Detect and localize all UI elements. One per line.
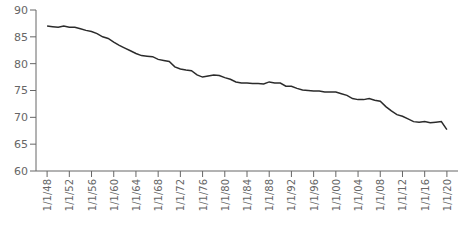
svg-text:60: 60	[14, 165, 28, 178]
svg-text:1/1/76: 1/1/76	[198, 179, 209, 211]
svg-text:65: 65	[14, 138, 28, 151]
svg-text:1/1/72: 1/1/72	[175, 179, 186, 211]
svg-text:1/1/16: 1/1/16	[420, 179, 431, 211]
svg-text:1/1/84: 1/1/84	[242, 179, 253, 211]
svg-text:1/1/92: 1/1/92	[286, 179, 297, 211]
svg-text:1/1/08: 1/1/08	[375, 179, 386, 211]
svg-text:1/1/96: 1/1/96	[309, 179, 320, 211]
svg-text:1/1/00: 1/1/00	[331, 179, 342, 211]
svg-text:1/1/12: 1/1/12	[397, 179, 408, 211]
svg-text:85: 85	[14, 31, 28, 44]
svg-text:80: 80	[14, 58, 28, 71]
svg-text:1/1/64: 1/1/64	[131, 179, 142, 211]
svg-text:1/1/52: 1/1/52	[64, 179, 75, 211]
svg-text:1/1/60: 1/1/60	[109, 179, 120, 211]
svg-text:1/1/80: 1/1/80	[220, 179, 231, 211]
svg-text:1/1/20: 1/1/20	[442, 179, 453, 211]
svg-text:1/1/48: 1/1/48	[42, 179, 53, 211]
svg-text:75: 75	[14, 84, 28, 97]
svg-text:1/1/88: 1/1/88	[264, 179, 275, 211]
svg-text:90: 90	[14, 4, 28, 17]
svg-text:1/1/04: 1/1/04	[353, 179, 364, 211]
svg-text:70: 70	[14, 111, 28, 124]
svg-text:1/1/68: 1/1/68	[153, 179, 164, 211]
svg-text:1/1/56: 1/1/56	[87, 179, 98, 211]
